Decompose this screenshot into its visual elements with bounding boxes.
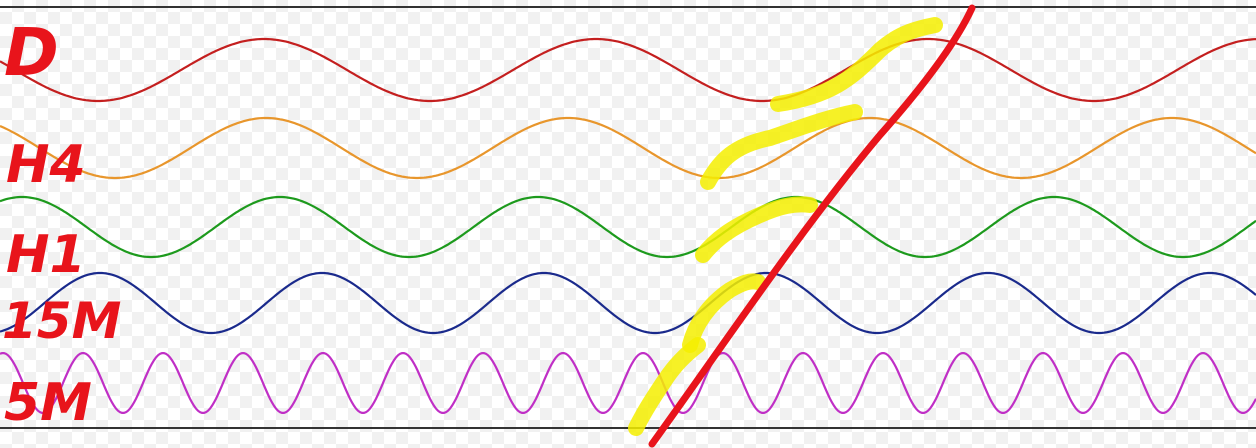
wave-15m bbox=[0, 271, 1256, 335]
label-d: D bbox=[4, 14, 59, 91]
label-15m: 15M bbox=[2, 292, 121, 350]
highlight-h4 bbox=[700, 104, 863, 190]
highlight-h1 bbox=[695, 196, 818, 263]
highlight-d bbox=[770, 17, 943, 112]
wave-5m bbox=[0, 352, 1256, 414]
wave-h4 bbox=[0, 116, 1256, 180]
label-h4: H4 bbox=[6, 135, 86, 195]
highlight-5m bbox=[628, 337, 706, 436]
label-5m: 5M bbox=[4, 373, 92, 433]
wave-d bbox=[0, 37, 1256, 103]
label-h1: H1 bbox=[6, 225, 86, 285]
highlight-15m bbox=[682, 273, 766, 353]
wave-h1 bbox=[0, 195, 1256, 259]
red-slash bbox=[648, 4, 976, 448]
